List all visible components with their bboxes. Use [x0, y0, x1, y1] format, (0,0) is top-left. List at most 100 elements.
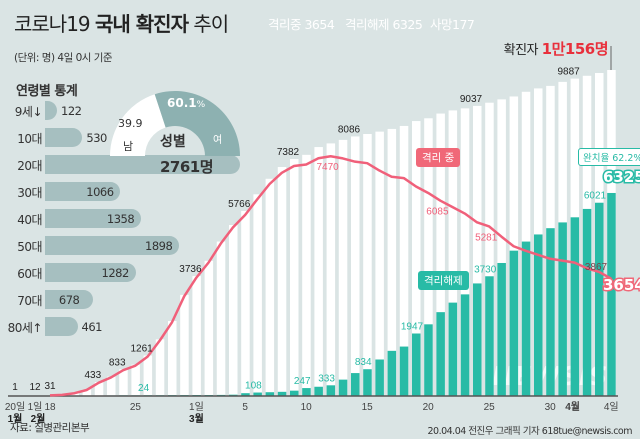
total-bar — [229, 224, 238, 396]
released-bar — [399, 346, 409, 396]
total-bar — [180, 294, 189, 396]
released-bar — [448, 302, 458, 396]
age-bar — [45, 209, 141, 228]
x-tick-label: 1일 — [189, 401, 204, 413]
total-label: 9037 — [460, 94, 483, 105]
total-bar — [460, 108, 470, 396]
age-bar — [45, 236, 180, 255]
released-bar — [241, 393, 250, 396]
total-bar — [485, 102, 494, 396]
released-bar — [387, 350, 397, 396]
x-tick-label: 18 — [44, 402, 56, 413]
total-bar — [399, 125, 409, 396]
recovery-rate-callout: 완치율 62.2% — [578, 148, 640, 166]
released-final-value: 6325 — [602, 167, 640, 188]
total-bar — [107, 376, 116, 396]
released-bar — [521, 241, 531, 396]
total-bar — [363, 134, 372, 396]
released-label: 247 — [294, 376, 311, 387]
age-bar — [45, 263, 136, 282]
badge-deaths: 사망177 — [430, 17, 475, 32]
isolated-callout: 격리 중 — [416, 148, 461, 167]
total-bar — [290, 159, 299, 396]
total-bar — [351, 136, 360, 397]
released-bar — [277, 391, 287, 396]
total-label: 7382 — [277, 147, 300, 158]
month-label: 1월 — [8, 413, 23, 425]
released-bar — [473, 283, 482, 396]
total-bar — [473, 105, 482, 396]
age-bar — [45, 182, 121, 201]
released-label: 108 — [245, 381, 262, 392]
total-bar — [82, 389, 92, 396]
female-value: 60.1% — [167, 96, 206, 110]
released-bar — [534, 234, 543, 396]
released-bar — [314, 386, 323, 396]
isolated-label: 5281 — [475, 232, 498, 243]
age-value: 2761명 — [160, 158, 214, 176]
age-bar — [45, 290, 93, 309]
total-bar — [168, 320, 177, 396]
released-bar — [290, 390, 299, 396]
x-tick-label: 10 — [301, 402, 313, 413]
released-bar — [412, 333, 421, 396]
total-label: 433 — [84, 370, 101, 381]
total-bar — [375, 131, 384, 397]
released-label: 3730 — [474, 264, 497, 275]
released-label: 24 — [138, 383, 150, 394]
total-bar — [216, 241, 226, 396]
age-label: 30대 — [17, 186, 42, 200]
male-value: 39.9 — [118, 117, 143, 130]
total-label: 1261 — [130, 344, 153, 355]
age-bar — [45, 101, 57, 120]
isolated-label: 3867 — [585, 262, 608, 273]
age-label: 70대 — [17, 294, 42, 308]
released-bar — [265, 392, 275, 396]
total-label: 31 — [44, 381, 56, 392]
total-bar — [131, 364, 140, 396]
x-tick-label: 20일 — [5, 401, 25, 413]
total-bar — [143, 355, 153, 396]
page-title: 코로나19 국내 확진자 추이 — [14, 12, 229, 36]
released-bar — [509, 250, 519, 396]
total-bar — [314, 147, 323, 396]
total-bar — [424, 118, 433, 396]
released-bar — [570, 217, 580, 396]
x-tick-label: 25 — [130, 402, 142, 413]
age-value: 1282 — [101, 266, 130, 280]
released-bar — [607, 192, 616, 396]
male-label: 남 — [123, 140, 134, 153]
age-label: 20대 — [17, 159, 42, 173]
released-bar — [351, 373, 360, 396]
total-bar — [119, 369, 128, 396]
female-segment — [154, 91, 240, 156]
age-label: 9세↓ — [14, 105, 43, 119]
total-bar — [387, 128, 397, 397]
early-point-label: 12 — [29, 382, 41, 393]
age-value: 1066 — [86, 185, 114, 199]
total-bar — [155, 339, 165, 396]
badge-released: 격리해제 6325 — [345, 17, 423, 32]
male-segment — [110, 94, 166, 156]
total-label: 833 — [109, 357, 126, 368]
total-label: 9887 — [557, 67, 580, 78]
released-callout: 격리해제 — [418, 271, 469, 290]
total-label: 3736 — [179, 264, 202, 275]
gender-title: 성별 — [160, 134, 186, 150]
age-value: 1898 — [145, 239, 173, 253]
age-label: 50대 — [17, 240, 42, 254]
age-value: 530 — [86, 131, 107, 145]
total-bar — [326, 143, 336, 396]
source: 자료: 질병관리본부 — [10, 422, 90, 434]
x-tick-label: 15 — [362, 402, 374, 413]
released-label: 1947 — [401, 322, 424, 333]
released-bar — [302, 388, 311, 396]
x-tick-label: 4월 — [565, 401, 580, 413]
age-value: 461 — [81, 320, 103, 334]
released-bar — [497, 262, 506, 396]
released-bar — [424, 324, 433, 396]
age-label: 60대 — [17, 267, 42, 281]
released-bar — [338, 379, 348, 396]
total-bar — [436, 113, 445, 396]
